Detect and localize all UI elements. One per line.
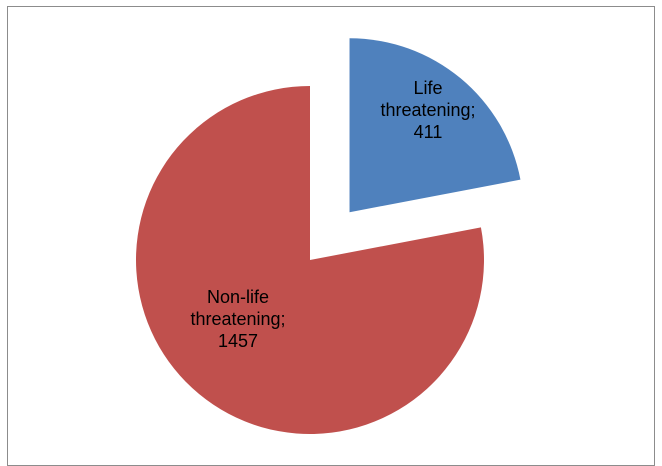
data-label-life-threatening: Life threatening; 411: [380, 78, 475, 142]
data-label-line: 1457: [218, 331, 258, 351]
data-label-line: Life: [413, 78, 442, 98]
pie-slice-non-life-threatening: [135, 86, 484, 435]
data-label-line: threatening;: [190, 309, 285, 329]
pie-slice-life-threatening: [349, 38, 521, 213]
data-label-line: Non-life: [207, 287, 269, 307]
data-label-line: threatening;: [380, 100, 475, 120]
data-label-line: 411: [414, 122, 443, 142]
data-label-non-life-threatening: Non-life threatening; 1457: [190, 287, 285, 351]
